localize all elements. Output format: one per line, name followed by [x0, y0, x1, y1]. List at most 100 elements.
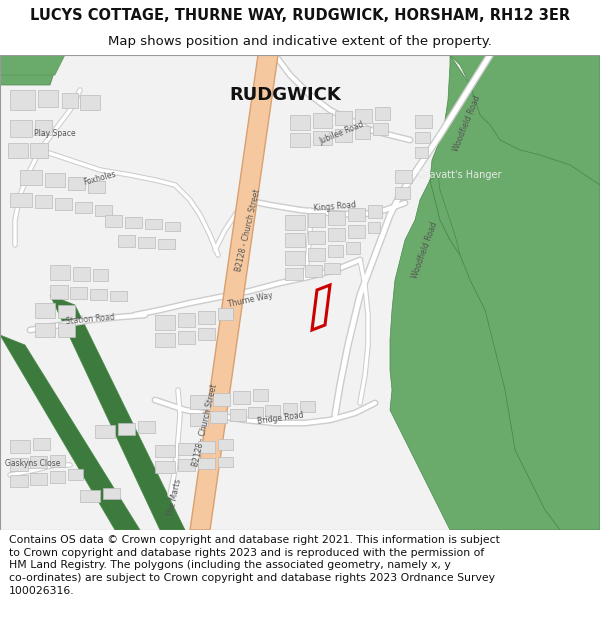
Polygon shape — [10, 440, 30, 453]
Polygon shape — [213, 393, 230, 406]
Text: The Marts: The Marts — [167, 478, 184, 518]
Polygon shape — [178, 331, 195, 344]
Polygon shape — [70, 287, 87, 299]
Text: Woodfield Road: Woodfield Road — [452, 94, 482, 152]
Polygon shape — [233, 391, 250, 404]
Polygon shape — [145, 219, 162, 229]
Polygon shape — [95, 205, 112, 216]
Polygon shape — [155, 461, 175, 473]
Polygon shape — [155, 445, 175, 457]
Polygon shape — [158, 239, 175, 249]
Polygon shape — [355, 109, 372, 123]
Polygon shape — [290, 115, 310, 130]
Polygon shape — [283, 403, 297, 414]
Text: B2128 - Church Street: B2128 - Church Street — [191, 383, 219, 467]
Polygon shape — [248, 407, 263, 418]
Polygon shape — [313, 131, 332, 145]
Polygon shape — [324, 263, 340, 274]
Text: Gravatt's Hanger: Gravatt's Hanger — [418, 170, 502, 180]
Polygon shape — [308, 248, 325, 261]
Polygon shape — [155, 315, 175, 330]
Polygon shape — [68, 177, 85, 190]
Polygon shape — [118, 235, 135, 247]
Polygon shape — [218, 457, 233, 467]
Polygon shape — [105, 215, 122, 227]
Text: Woodfield Road: Woodfield Road — [410, 221, 439, 279]
Polygon shape — [198, 458, 215, 469]
Polygon shape — [30, 473, 47, 485]
Polygon shape — [348, 225, 365, 238]
Polygon shape — [308, 213, 325, 227]
Polygon shape — [218, 439, 233, 450]
Polygon shape — [38, 90, 58, 107]
Polygon shape — [178, 459, 195, 471]
Polygon shape — [73, 267, 90, 281]
Polygon shape — [178, 313, 195, 327]
Polygon shape — [300, 401, 315, 412]
Text: RUDGWICK: RUDGWICK — [229, 86, 341, 104]
Polygon shape — [415, 132, 430, 143]
Text: Station Road: Station Road — [65, 312, 115, 326]
Polygon shape — [368, 222, 380, 233]
Polygon shape — [368, 205, 382, 218]
Polygon shape — [346, 242, 360, 254]
Polygon shape — [45, 173, 65, 187]
Polygon shape — [178, 443, 195, 455]
Polygon shape — [335, 111, 352, 125]
Polygon shape — [68, 469, 83, 480]
Text: Play Space: Play Space — [34, 129, 76, 138]
Polygon shape — [285, 268, 303, 280]
Polygon shape — [0, 55, 60, 85]
Polygon shape — [290, 133, 310, 147]
Polygon shape — [50, 265, 70, 280]
Polygon shape — [80, 490, 100, 502]
Polygon shape — [103, 488, 120, 499]
Polygon shape — [30, 143, 48, 158]
Polygon shape — [355, 126, 370, 139]
Text: Jubilee Road: Jubilee Road — [319, 120, 365, 146]
Polygon shape — [0, 55, 65, 75]
Polygon shape — [0, 55, 600, 530]
Polygon shape — [328, 211, 345, 225]
Polygon shape — [58, 305, 75, 318]
Polygon shape — [8, 143, 28, 158]
Polygon shape — [328, 245, 343, 257]
Polygon shape — [210, 411, 227, 423]
Polygon shape — [218, 308, 233, 320]
Polygon shape — [395, 187, 410, 199]
Polygon shape — [155, 333, 175, 347]
Polygon shape — [125, 217, 142, 228]
Polygon shape — [285, 215, 305, 230]
Polygon shape — [285, 233, 305, 247]
Polygon shape — [50, 471, 65, 483]
Polygon shape — [95, 425, 115, 438]
Polygon shape — [35, 195, 52, 208]
Polygon shape — [138, 421, 155, 433]
Polygon shape — [348, 208, 365, 221]
Polygon shape — [50, 295, 185, 530]
Polygon shape — [165, 222, 180, 231]
Polygon shape — [33, 438, 50, 450]
Polygon shape — [190, 55, 278, 530]
Polygon shape — [198, 441, 215, 453]
Polygon shape — [10, 120, 32, 137]
Polygon shape — [88, 181, 105, 193]
Polygon shape — [62, 93, 78, 108]
Polygon shape — [50, 285, 68, 299]
Polygon shape — [90, 289, 107, 300]
Polygon shape — [415, 115, 432, 128]
Polygon shape — [328, 228, 345, 241]
Polygon shape — [35, 303, 55, 318]
Polygon shape — [450, 55, 600, 185]
Polygon shape — [110, 291, 127, 301]
Polygon shape — [305, 265, 322, 277]
Polygon shape — [308, 231, 325, 244]
Polygon shape — [30, 456, 47, 468]
Polygon shape — [10, 193, 32, 207]
Polygon shape — [253, 389, 268, 401]
Polygon shape — [0, 335, 140, 530]
Text: LUCYS COTTAGE, THURNE WAY, RUDGWICK, HORSHAM, RH12 3ER: LUCYS COTTAGE, THURNE WAY, RUDGWICK, HOR… — [30, 8, 570, 23]
Polygon shape — [390, 180, 560, 530]
Polygon shape — [430, 175, 460, 255]
Polygon shape — [415, 147, 428, 158]
